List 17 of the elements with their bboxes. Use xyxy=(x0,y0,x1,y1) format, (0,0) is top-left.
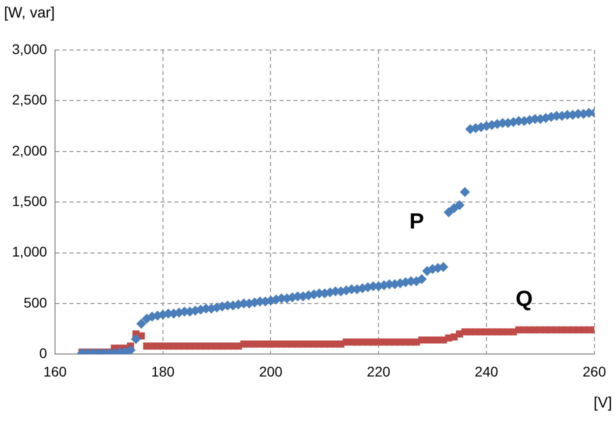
y-tick-label: 3,000 xyxy=(12,40,48,57)
x-tick-label: 160 xyxy=(43,363,67,380)
x-tick-label: 200 xyxy=(259,363,283,380)
y-tick-label: 1,000 xyxy=(12,244,48,260)
y-tick-label: 2,500 xyxy=(12,92,48,108)
x-tick-label: 240 xyxy=(474,363,498,380)
y-axis-title: [W, var] xyxy=(4,4,55,22)
y-tick-label: 2,000 xyxy=(12,142,48,158)
x-axis-title: [V] xyxy=(594,394,612,412)
y-tick-label: 1,500 xyxy=(12,192,48,209)
x-tick-label: 220 xyxy=(366,363,390,380)
y-tick-label: 0 xyxy=(39,345,48,362)
y-tick-label: 500 xyxy=(24,294,48,310)
series-label: Q xyxy=(516,286,533,311)
x-tick-label: 260 xyxy=(582,363,606,380)
series-label: P xyxy=(409,208,424,234)
x-tick-label: 180 xyxy=(151,363,175,380)
